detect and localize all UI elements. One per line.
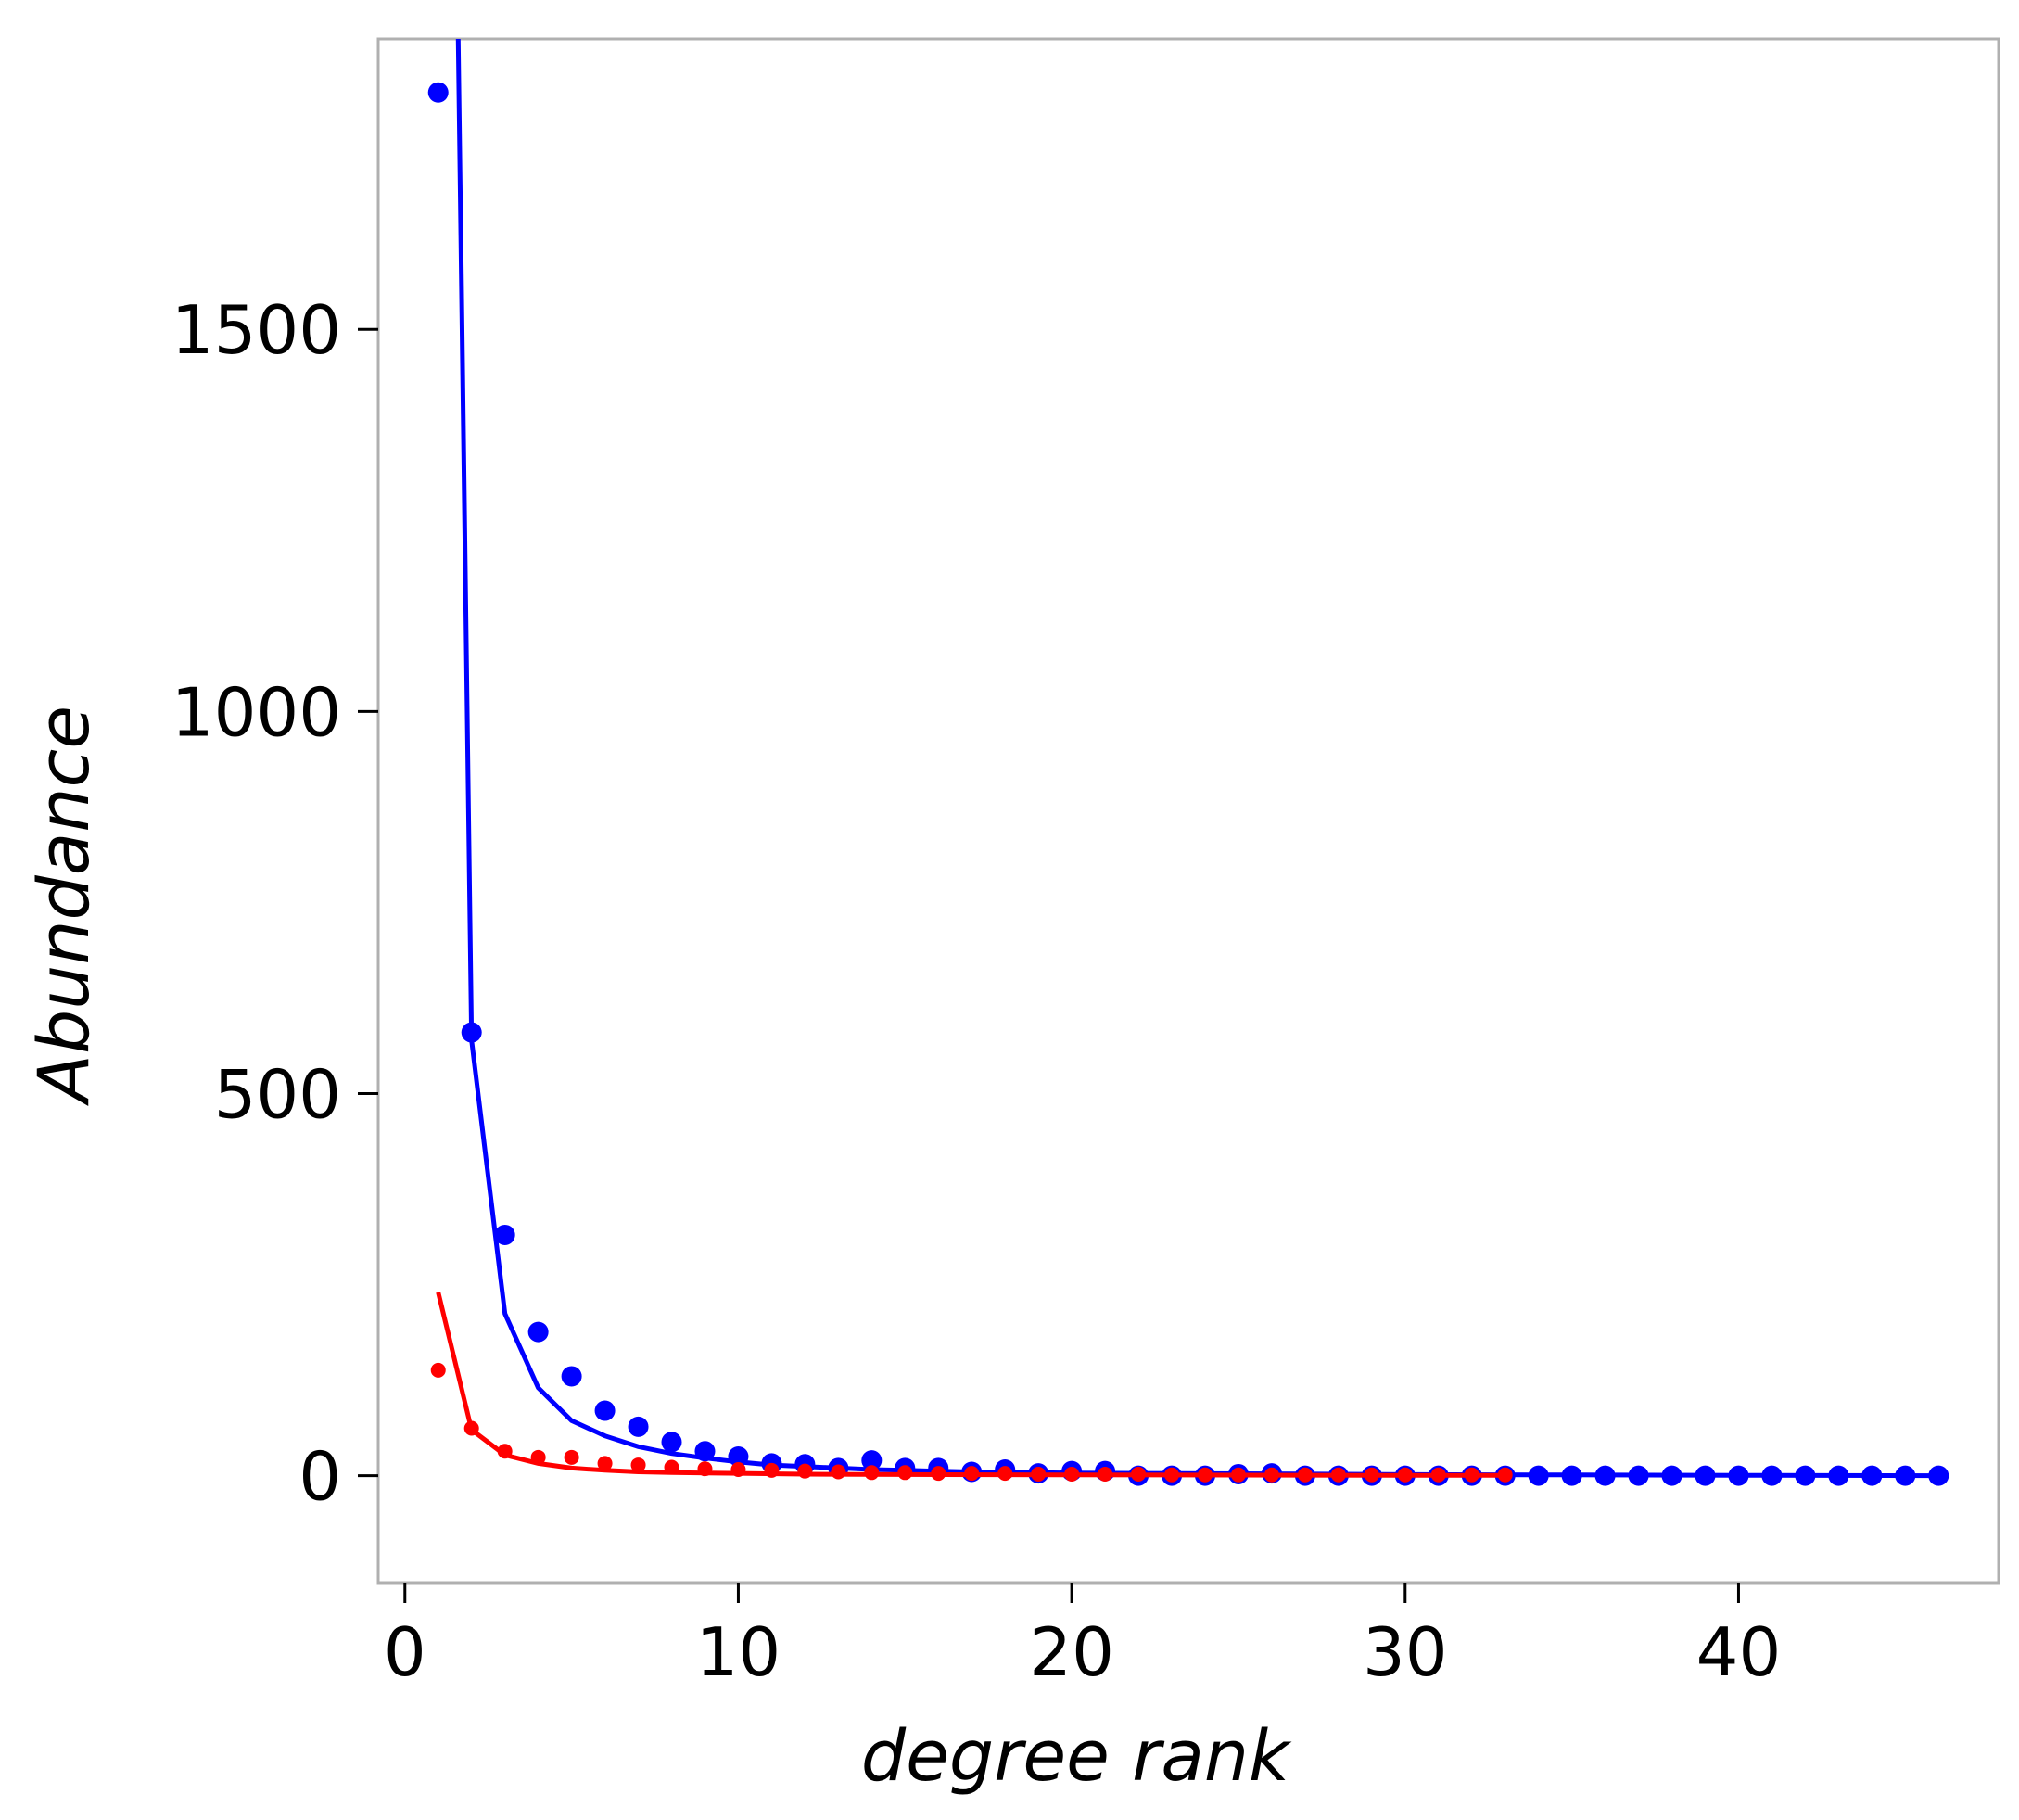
blue-data-point: [662, 1432, 682, 1452]
blue-data-point: [629, 1417, 649, 1437]
y-axis-ticks: 0 500 1000 1500: [171, 291, 378, 1515]
y-tick-label: 1500: [171, 291, 341, 369]
x-tick-label: 10: [696, 1613, 781, 1691]
y-tick-label: 500: [214, 1055, 341, 1133]
x-axis-title: degree rank: [861, 1714, 1292, 1797]
x-tick-label: 0: [384, 1613, 426, 1691]
blue-data-point: [595, 1401, 616, 1421]
y-tick-label: 0: [298, 1438, 341, 1516]
x-tick-label: 20: [1029, 1613, 1114, 1691]
red-data-point: [431, 1363, 446, 1378]
red-data-point: [831, 1464, 845, 1479]
blue-data-point: [428, 83, 449, 103]
blue-data-point: [528, 1322, 549, 1343]
y-tick-label: 1000: [171, 673, 341, 751]
x-axis-ticks: 0 10 20 30 40: [384, 1583, 1781, 1691]
y-axis-title: Abundance: [22, 706, 105, 1107]
x-tick-label: 40: [1696, 1613, 1782, 1691]
x-tick-label: 30: [1363, 1613, 1448, 1691]
blue-data-point: [562, 1366, 582, 1386]
plot-frame: [378, 39, 1999, 1583]
red-data-point: [565, 1450, 579, 1465]
